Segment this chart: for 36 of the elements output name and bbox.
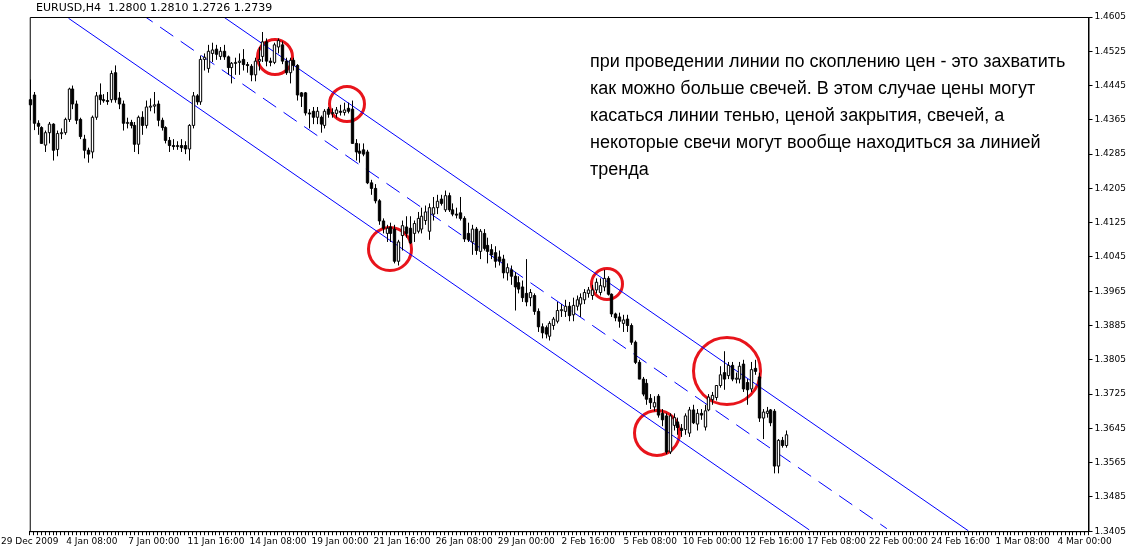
x-tick-label: 2 Feb 16:00 — [561, 535, 616, 546]
y-tick-label: 1.4605 — [1094, 11, 1127, 22]
x-tick-label: 21 Jan 16:00 — [373, 535, 431, 546]
x-tick-label: 24 Feb 16:00 — [931, 535, 991, 546]
x-tick-label: 4 Jan 08:00 — [66, 535, 118, 546]
x-tick-label: 7 Jan 00:00 — [128, 535, 180, 546]
x-tick-label: 14 Jan 08:00 — [249, 535, 307, 546]
y-tick-label: 1.3885 — [1094, 319, 1127, 330]
y-tick-label: 1.4445 — [1094, 79, 1127, 90]
y-tick-label: 1.3965 — [1094, 285, 1127, 296]
y-tick-label: 1.4525 — [1094, 45, 1127, 56]
x-tick-label: 22 Feb 00:00 — [868, 535, 929, 546]
y-tick-label: 1.3805 — [1094, 354, 1127, 365]
y-tick-label: 1.3725 — [1094, 388, 1127, 399]
x-tick-label: 10 Feb 00:00 — [682, 535, 743, 546]
x-tick-label: 5 Feb 08:00 — [623, 535, 678, 546]
x-tick-label: 4 Mar 00:00 — [1057, 535, 1113, 546]
annotation: при проведении линии по скоплению цен - это захватить как можно больше свечей. В этом случае цены могут касаться линии тенью, ценой закрытия, свечей, а некоторые свечи могут вообще находиться за линией тренда — [590, 50, 1067, 181]
x-tick-label: 17 Feb 08:00 — [806, 535, 867, 546]
y-tick-label: 1.4365 — [1094, 114, 1127, 125]
y-tick-label: 1.4285 — [1094, 148, 1127, 159]
y-tick-label: 1.4045 — [1094, 251, 1127, 262]
x-tick-label: 1 Mar 08:00 — [995, 535, 1051, 546]
x-tick-label: 29 Jan 00:00 — [497, 535, 555, 546]
x-tick-label: 26 Jan 08:00 — [435, 535, 493, 546]
y-tick-label: 1.4205 — [1094, 182, 1127, 193]
y-tick-label: 1.3485 — [1094, 491, 1127, 502]
x-tick-label: 19 Jan 00:00 — [311, 535, 369, 546]
x-tick-label: 29 Dec 2009 — [1, 535, 59, 546]
chart-title: EURUSD,H4 1.2800 1.2810 1.2726 1.2739 — [35, 1, 274, 14]
x-tick-label: 12 Feb 16:00 — [744, 535, 805, 546]
y-tick-label: 1.3645 — [1094, 422, 1127, 433]
x-tick-label: 11 Jan 16:00 — [187, 535, 245, 546]
y-tick-label: 1.3405 — [1094, 525, 1127, 536]
y-tick-label: 1.3565 — [1094, 456, 1127, 467]
y-tick-label: 1.4125 — [1094, 217, 1127, 228]
